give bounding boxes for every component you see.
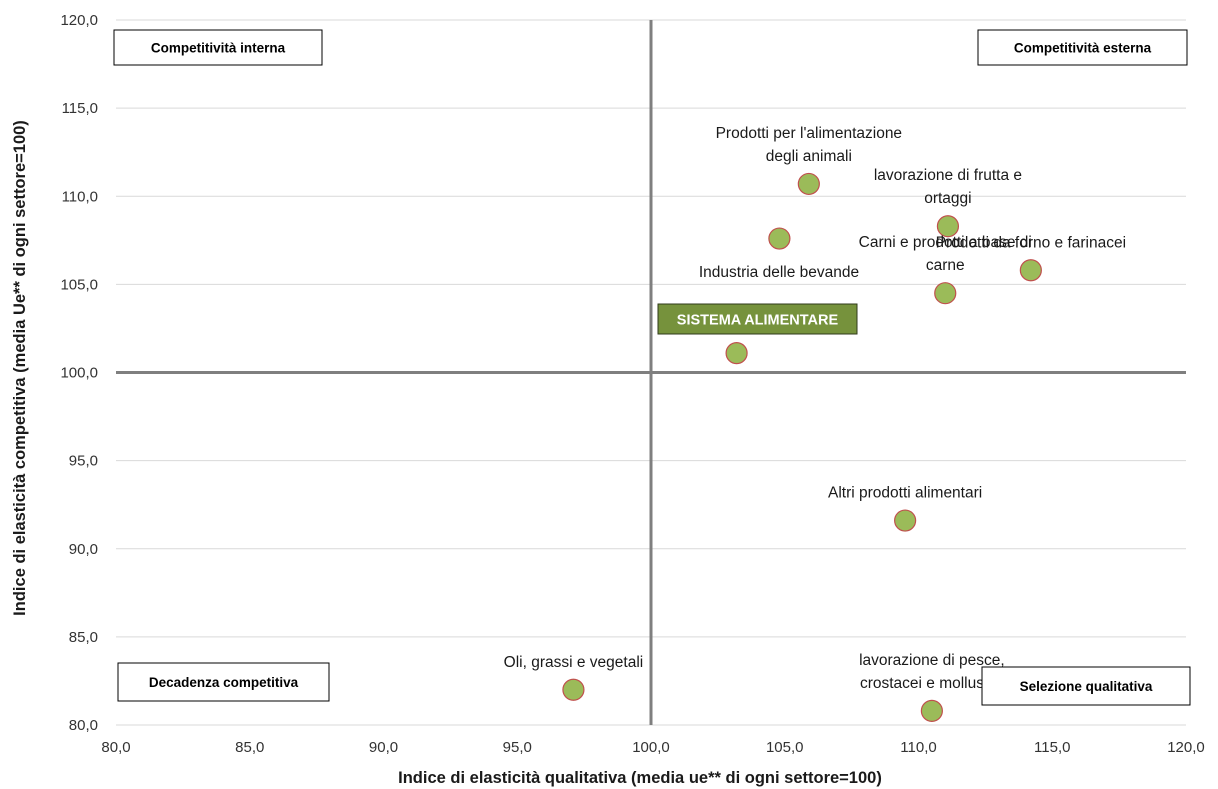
quadrant-label-top-right: Competitività esterna [977, 29, 1188, 66]
point-label-3: Prodotti da forno e farinacei [936, 234, 1126, 251]
quadrant-label-top-left: Competitività interna [113, 29, 323, 66]
reference-lines [116, 20, 1186, 725]
y-tick-label-6: 110,0 [62, 188, 98, 205]
x-tick-labels: 80,0 85,0 90,0 95,0 100,0 105,0 110,0 115,0 120,… [101, 739, 1204, 756]
sistema-alimentare-box [657, 303, 858, 335]
point-label-6: Altri prodotti alimentari [828, 485, 982, 502]
data-point-2 [768, 227, 791, 250]
data-points [562, 172, 1042, 723]
y-tick-label-5: 105,0 [60, 276, 98, 293]
x-tick-label-1: 85,0 [235, 739, 264, 756]
sistema-alimentare-badge: SISTEMA ALIMENTARE [657, 303, 858, 335]
data-point-5 [725, 342, 748, 365]
data-point-7 [562, 678, 585, 701]
point-labels: Prodotti per l'alimentazione degli animal… [504, 125, 1126, 692]
y-tick-label-7: 115,0 [62, 100, 98, 117]
point-label-0: Prodotti per l'alimentazione degli animal… [716, 125, 902, 165]
quadrant-label-bottom-right: Selezione qualitativa [981, 666, 1191, 706]
quadrant-box [113, 29, 323, 66]
x-tick-label-7: 115,0 [1034, 739, 1070, 756]
x-tick-label-4: 100,0 [632, 739, 670, 756]
x-tick-label-6: 110,0 [900, 739, 936, 756]
x-tick-label-5: 105,0 [766, 739, 804, 756]
x-tick-label-2: 90,0 [369, 739, 398, 756]
quadrant-text: Decadenza competitiva [149, 675, 299, 690]
quadrant-text: Selezione qualitativa [1020, 679, 1153, 694]
x-tick-label-8: 120,0 [1167, 739, 1205, 756]
y-tick-label-0: 80,0 [69, 717, 98, 734]
quadrant-box [981, 666, 1191, 706]
point-label-4: Carni e prodotti a base di carne [859, 234, 1032, 274]
data-point-3 [1019, 259, 1042, 282]
y-axis-title: Indice di elasticità competitiva (media … [11, 120, 29, 616]
point-label-1: lavorazione di frutta e ortaggi [874, 167, 1022, 207]
y-tick-labels: 80,0 85,0 90,0 95,0 100,0 105,0 110,0 115,0 120,… [60, 12, 98, 734]
label-industria-bevande: Industria delle bevande [699, 264, 859, 281]
x-tick-label-0: 80,0 [101, 739, 130, 756]
sistema-alimentare-label: SISTEMA ALIMENTARE [677, 313, 839, 329]
y-tick-label-4: 100,0 [60, 365, 98, 382]
quadrant-box [977, 29, 1188, 66]
data-point-1 [936, 215, 960, 238]
x-axis-title: Indice di elasticità qualitativa (media … [398, 769, 882, 787]
y-tick-label-3: 95,0 [69, 453, 98, 470]
point-label-7: Oli, grassi e vegetali [504, 654, 644, 671]
quadrant-label-bottom-left: Decadenza competitiva [117, 662, 330, 702]
quadrant-text: Competitività esterna [1014, 41, 1152, 56]
data-point-4 [934, 282, 957, 305]
y-tick-label-8: 120,0 [60, 12, 98, 29]
x-tick-label-3: 95,0 [503, 739, 532, 756]
quadrant-box [117, 662, 330, 702]
data-point-0 [797, 172, 820, 196]
y-tick-label-2: 90,0 [69, 541, 98, 558]
y-tick-label-1: 85,0 [69, 629, 98, 646]
quadrant-text: Competitività interna [151, 41, 286, 56]
data-point-6 [894, 509, 917, 532]
data-point-8 [920, 699, 943, 723]
point-label-8: lavorazione di pesce, crostacei e mollusc… [859, 652, 1005, 692]
